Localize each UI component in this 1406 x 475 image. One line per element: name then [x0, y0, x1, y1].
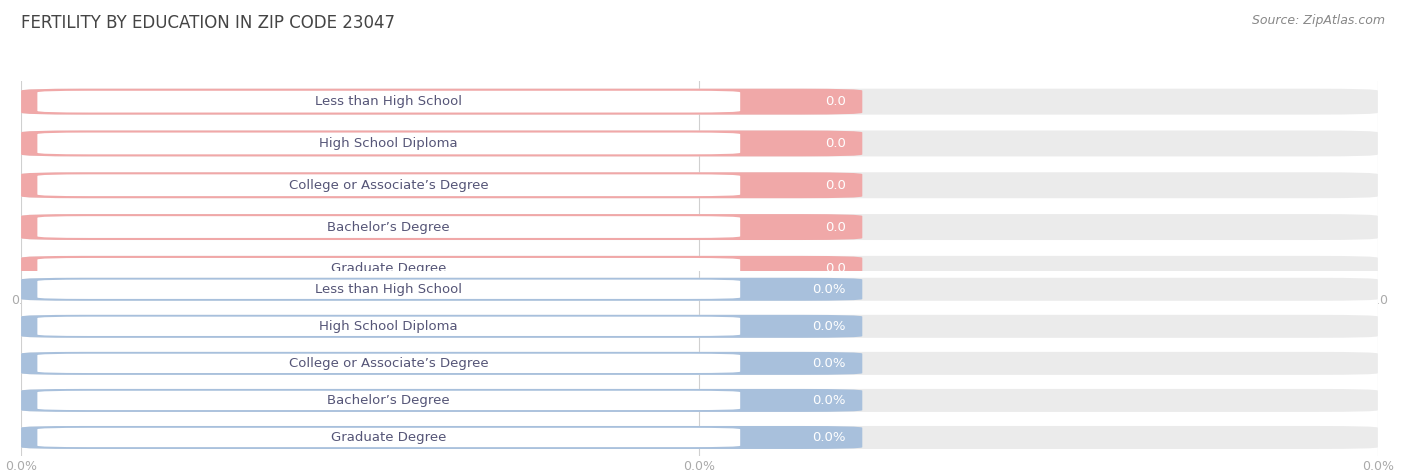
- FancyBboxPatch shape: [21, 389, 1378, 412]
- FancyBboxPatch shape: [38, 216, 740, 238]
- FancyBboxPatch shape: [38, 317, 740, 336]
- Text: 0.0: 0.0: [825, 179, 846, 192]
- FancyBboxPatch shape: [21, 89, 862, 114]
- Text: Bachelor’s Degree: Bachelor’s Degree: [328, 394, 450, 407]
- Text: 0.0: 0.0: [825, 220, 846, 234]
- Text: Less than High School: Less than High School: [315, 283, 463, 296]
- Text: 0.0%: 0.0%: [813, 431, 846, 444]
- Text: Source: ZipAtlas.com: Source: ZipAtlas.com: [1251, 14, 1385, 27]
- Text: 0.0: 0.0: [825, 262, 846, 276]
- Text: Graduate Degree: Graduate Degree: [330, 262, 447, 276]
- Text: 0.0: 0.0: [825, 95, 846, 108]
- Text: 0.0%: 0.0%: [813, 320, 846, 333]
- FancyBboxPatch shape: [38, 91, 740, 113]
- Text: College or Associate’s Degree: College or Associate’s Degree: [290, 357, 489, 370]
- Text: 0.0%: 0.0%: [813, 394, 846, 407]
- Text: 0.0: 0.0: [825, 137, 846, 150]
- Text: 0.0%: 0.0%: [813, 283, 846, 296]
- FancyBboxPatch shape: [21, 315, 1378, 338]
- FancyBboxPatch shape: [38, 280, 740, 299]
- FancyBboxPatch shape: [21, 278, 862, 301]
- FancyBboxPatch shape: [21, 352, 1378, 375]
- FancyBboxPatch shape: [38, 133, 740, 154]
- Text: FERTILITY BY EDUCATION IN ZIP CODE 23047: FERTILITY BY EDUCATION IN ZIP CODE 23047: [21, 14, 395, 32]
- FancyBboxPatch shape: [21, 214, 1378, 240]
- FancyBboxPatch shape: [21, 389, 862, 412]
- FancyBboxPatch shape: [21, 278, 1378, 301]
- FancyBboxPatch shape: [21, 131, 1378, 156]
- Text: 0.0%: 0.0%: [813, 357, 846, 370]
- FancyBboxPatch shape: [21, 256, 862, 282]
- FancyBboxPatch shape: [21, 315, 862, 338]
- FancyBboxPatch shape: [38, 174, 740, 196]
- FancyBboxPatch shape: [38, 258, 740, 280]
- FancyBboxPatch shape: [38, 428, 740, 447]
- Text: Bachelor’s Degree: Bachelor’s Degree: [328, 220, 450, 234]
- FancyBboxPatch shape: [38, 354, 740, 373]
- FancyBboxPatch shape: [21, 256, 1378, 282]
- FancyBboxPatch shape: [21, 214, 862, 240]
- Text: High School Diploma: High School Diploma: [319, 320, 458, 333]
- FancyBboxPatch shape: [21, 172, 862, 198]
- Text: Graduate Degree: Graduate Degree: [330, 431, 447, 444]
- FancyBboxPatch shape: [38, 391, 740, 410]
- FancyBboxPatch shape: [21, 172, 1378, 198]
- FancyBboxPatch shape: [21, 352, 862, 375]
- FancyBboxPatch shape: [21, 426, 1378, 449]
- Text: College or Associate’s Degree: College or Associate’s Degree: [290, 179, 489, 192]
- Text: High School Diploma: High School Diploma: [319, 137, 458, 150]
- FancyBboxPatch shape: [21, 89, 1378, 114]
- FancyBboxPatch shape: [21, 426, 862, 449]
- FancyBboxPatch shape: [21, 131, 862, 156]
- Text: Less than High School: Less than High School: [315, 95, 463, 108]
